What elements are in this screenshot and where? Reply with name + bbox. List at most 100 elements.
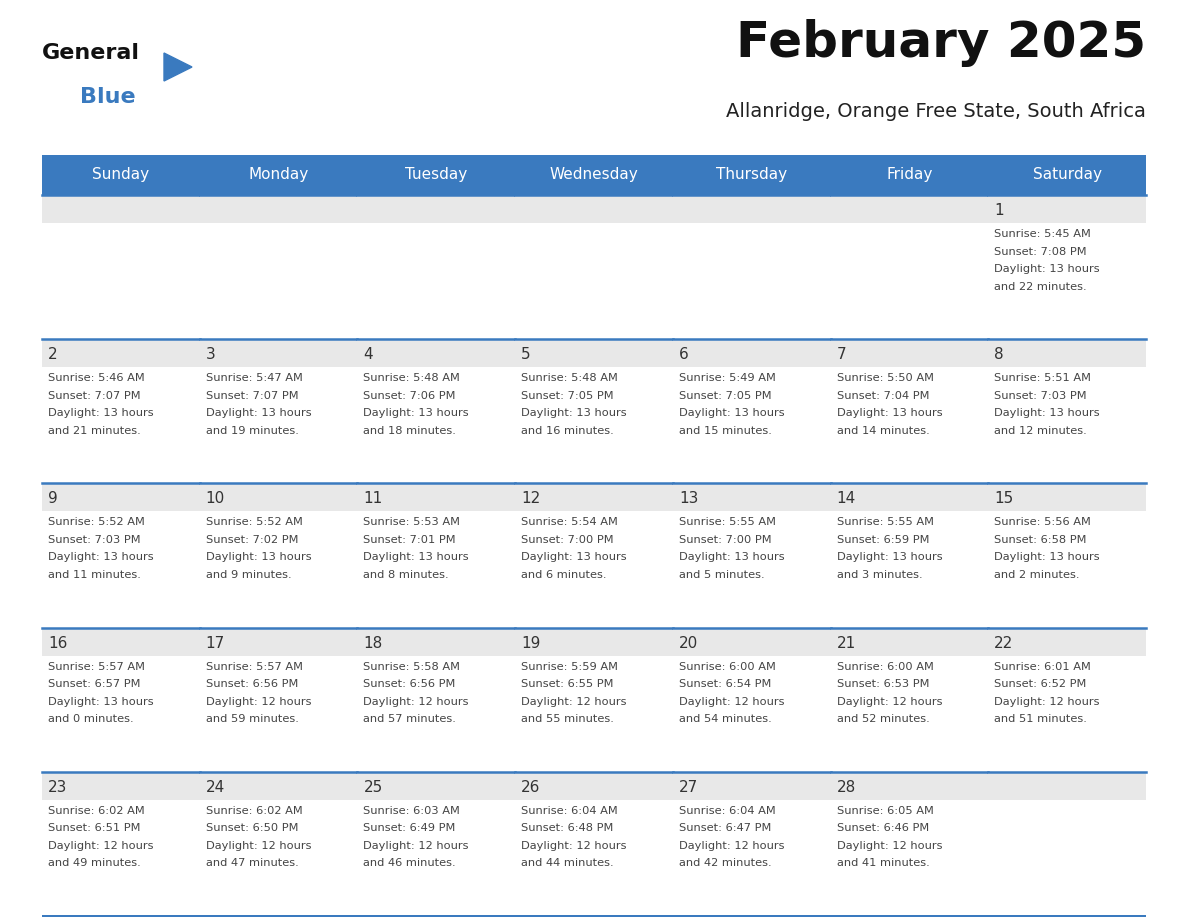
Text: Daylight: 12 hours: Daylight: 12 hours	[364, 841, 469, 851]
Text: Monday: Monday	[248, 167, 309, 183]
Text: 25: 25	[364, 779, 383, 795]
Text: and 12 minutes.: and 12 minutes.	[994, 426, 1087, 436]
Text: and 9 minutes.: and 9 minutes.	[206, 570, 291, 580]
Text: Sunset: 7:00 PM: Sunset: 7:00 PM	[522, 535, 614, 545]
Text: 27: 27	[678, 779, 699, 795]
Text: Sunset: 6:58 PM: Sunset: 6:58 PM	[994, 535, 1087, 545]
Text: Daylight: 12 hours: Daylight: 12 hours	[522, 697, 626, 707]
Bar	[200, 195, 358, 223]
Text: Daylight: 13 hours: Daylight: 13 hours	[48, 553, 153, 563]
Text: and 8 minutes.: and 8 minutes.	[364, 570, 449, 580]
Text: 19: 19	[522, 635, 541, 651]
Bar	[200, 484, 358, 511]
Bar	[672, 195, 830, 223]
Text: Daylight: 13 hours: Daylight: 13 hours	[994, 264, 1100, 274]
Text: Sunset: 6:49 PM: Sunset: 6:49 PM	[364, 823, 456, 834]
Bar	[358, 195, 516, 223]
Text: Sunrise: 5:55 AM: Sunrise: 5:55 AM	[678, 518, 776, 528]
Text: 12: 12	[522, 491, 541, 507]
Text: 8: 8	[994, 347, 1004, 363]
Text: Daylight: 12 hours: Daylight: 12 hours	[678, 697, 784, 707]
Bar	[988, 195, 1146, 223]
Text: Sunrise: 6:04 AM: Sunrise: 6:04 AM	[678, 806, 776, 816]
Text: 17: 17	[206, 635, 225, 651]
Text: Sunset: 7:02 PM: Sunset: 7:02 PM	[206, 535, 298, 545]
Text: 4: 4	[364, 347, 373, 363]
Text: 18: 18	[364, 635, 383, 651]
Text: Sunset: 7:00 PM: Sunset: 7:00 PM	[678, 535, 771, 545]
Text: 1: 1	[994, 203, 1004, 218]
Text: 14: 14	[836, 491, 855, 507]
Text: Sunrise: 6:03 AM: Sunrise: 6:03 AM	[364, 806, 460, 816]
Text: Sunrise: 6:00 AM: Sunrise: 6:00 AM	[678, 662, 776, 672]
Text: 9: 9	[48, 491, 58, 507]
Bar	[42, 195, 200, 223]
Text: Sunset: 7:03 PM: Sunset: 7:03 PM	[994, 391, 1087, 400]
Bar	[358, 628, 516, 655]
Text: Sunrise: 5:59 AM: Sunrise: 5:59 AM	[522, 662, 618, 672]
Bar	[830, 772, 988, 800]
Text: 22: 22	[994, 635, 1013, 651]
Text: 11: 11	[364, 491, 383, 507]
Text: Daylight: 12 hours: Daylight: 12 hours	[522, 841, 626, 851]
Text: Sunset: 6:51 PM: Sunset: 6:51 PM	[48, 823, 140, 834]
Text: and 16 minutes.: and 16 minutes.	[522, 426, 614, 436]
Text: Sunset: 6:52 PM: Sunset: 6:52 PM	[994, 679, 1087, 689]
Text: Sunrise: 5:57 AM: Sunrise: 5:57 AM	[48, 662, 145, 672]
Bar	[988, 628, 1146, 655]
Text: 23: 23	[48, 779, 68, 795]
Text: Allanridge, Orange Free State, South Africa: Allanridge, Orange Free State, South Afr…	[726, 102, 1146, 121]
Text: Sunset: 7:06 PM: Sunset: 7:06 PM	[364, 391, 456, 400]
Text: Sunrise: 6:02 AM: Sunrise: 6:02 AM	[206, 806, 303, 816]
Text: Daylight: 13 hours: Daylight: 13 hours	[206, 409, 311, 419]
Text: and 51 minutes.: and 51 minutes.	[994, 714, 1087, 724]
Text: Sunrise: 5:51 AM: Sunrise: 5:51 AM	[994, 374, 1092, 383]
Text: and 22 minutes.: and 22 minutes.	[994, 282, 1087, 292]
Text: and 54 minutes.: and 54 minutes.	[678, 714, 772, 724]
Text: Sunset: 7:04 PM: Sunset: 7:04 PM	[836, 391, 929, 400]
Text: 7: 7	[836, 347, 846, 363]
Text: Sunrise: 5:56 AM: Sunrise: 5:56 AM	[994, 518, 1091, 528]
Bar	[200, 628, 358, 655]
Text: Tuesday: Tuesday	[405, 167, 467, 183]
Text: Saturday: Saturday	[1032, 167, 1101, 183]
Text: and 52 minutes.: and 52 minutes.	[836, 714, 929, 724]
Text: Daylight: 12 hours: Daylight: 12 hours	[206, 697, 311, 707]
Text: and 0 minutes.: and 0 minutes.	[48, 714, 133, 724]
Text: and 46 minutes.: and 46 minutes.	[364, 858, 456, 868]
Text: Daylight: 13 hours: Daylight: 13 hours	[994, 553, 1100, 563]
Text: Sunset: 6:56 PM: Sunset: 6:56 PM	[364, 679, 456, 689]
Text: 21: 21	[836, 635, 855, 651]
Bar	[516, 772, 672, 800]
Text: Sunset: 7:05 PM: Sunset: 7:05 PM	[522, 391, 614, 400]
Text: and 47 minutes.: and 47 minutes.	[206, 858, 298, 868]
Bar	[42, 628, 200, 655]
Text: Sunset: 6:54 PM: Sunset: 6:54 PM	[678, 679, 771, 689]
Bar	[672, 772, 830, 800]
Bar	[516, 628, 672, 655]
Text: 2: 2	[48, 347, 58, 363]
Text: 26: 26	[522, 779, 541, 795]
Text: Sunset: 7:01 PM: Sunset: 7:01 PM	[364, 535, 456, 545]
Text: February 2025: February 2025	[735, 19, 1146, 67]
Bar	[830, 628, 988, 655]
Text: Daylight: 13 hours: Daylight: 13 hours	[364, 409, 469, 419]
Bar	[988, 772, 1146, 800]
Text: Daylight: 12 hours: Daylight: 12 hours	[836, 841, 942, 851]
Text: Sunrise: 5:50 AM: Sunrise: 5:50 AM	[836, 374, 934, 383]
Text: Friday: Friday	[886, 167, 933, 183]
Bar	[358, 339, 516, 367]
Bar	[830, 484, 988, 511]
Text: Daylight: 12 hours: Daylight: 12 hours	[678, 841, 784, 851]
Bar	[988, 484, 1146, 511]
Text: and 42 minutes.: and 42 minutes.	[678, 858, 771, 868]
Bar	[988, 339, 1146, 367]
Text: and 11 minutes.: and 11 minutes.	[48, 570, 141, 580]
Text: Sunrise: 5:52 AM: Sunrise: 5:52 AM	[48, 518, 145, 528]
Text: Daylight: 12 hours: Daylight: 12 hours	[994, 697, 1100, 707]
Text: 28: 28	[836, 779, 855, 795]
Text: General: General	[42, 43, 140, 63]
Text: and 41 minutes.: and 41 minutes.	[836, 858, 929, 868]
Text: Sunset: 6:59 PM: Sunset: 6:59 PM	[836, 535, 929, 545]
Text: 5: 5	[522, 347, 531, 363]
